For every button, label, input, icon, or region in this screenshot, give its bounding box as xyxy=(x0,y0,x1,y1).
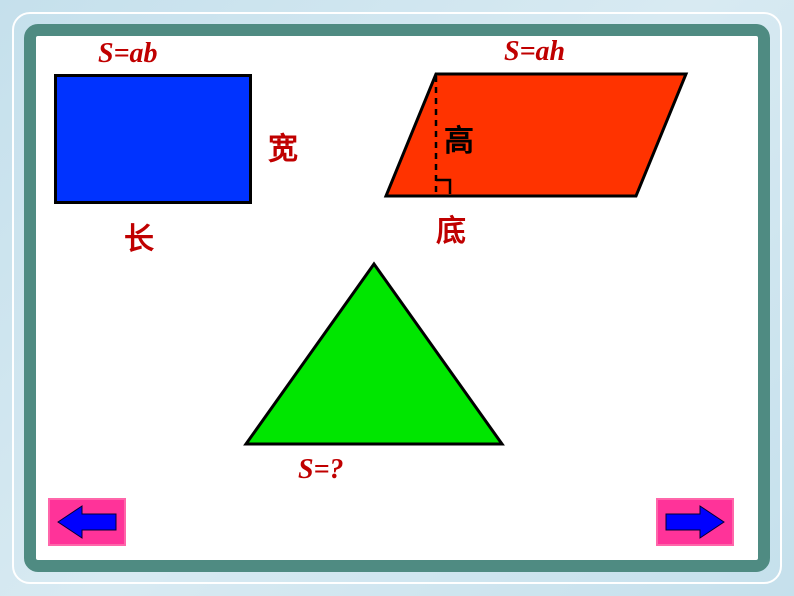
triangle-formula: S=? xyxy=(298,454,344,486)
prev-button[interactable] xyxy=(48,498,126,546)
arrow-right-icon xyxy=(656,498,734,546)
diagram-canvas: S=ab 长 宽 S=ah 底 高 S=? xyxy=(36,36,758,560)
content-board: S=ab 长 宽 S=ah 底 高 S=? xyxy=(24,24,770,572)
arrow-left-icon xyxy=(48,498,126,546)
next-button[interactable] xyxy=(656,498,734,546)
triangle-shape xyxy=(36,36,756,576)
